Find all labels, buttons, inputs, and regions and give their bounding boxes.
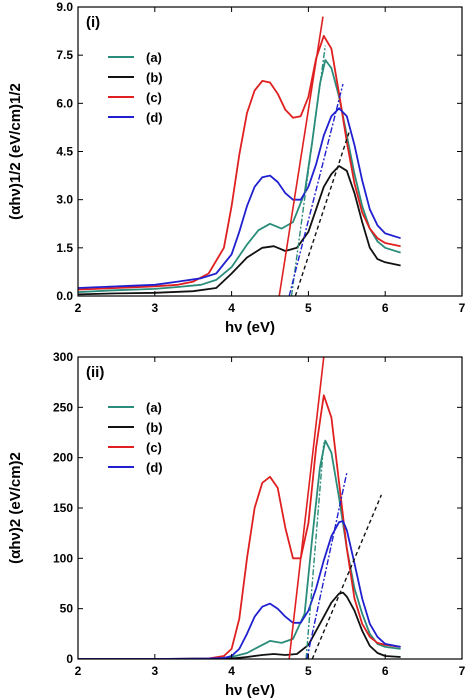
- series-line-1: [78, 439, 401, 659]
- fit-line-4: [294, 132, 350, 296]
- fit-line-1: [288, 357, 325, 659]
- x-axis-title: hν (eV): [225, 319, 275, 336]
- x-tick-label: 5: [305, 301, 312, 315]
- y-tick-label: 200: [53, 451, 73, 465]
- legend: (a) (b) (c) (d): [108, 400, 163, 475]
- x-tick-label: 7: [459, 664, 466, 678]
- panel-label: (ii): [86, 364, 104, 381]
- x-tick-label: 7: [459, 301, 466, 315]
- series-line-4: [78, 107, 401, 289]
- x-tick-label: 2: [75, 664, 82, 678]
- legend-label-2: (b): [146, 420, 163, 435]
- y-axis-title: (αhν)2 (eV/cm)2: [7, 452, 24, 564]
- series-line-3: [78, 394, 401, 659]
- legend-label-1: (a): [146, 50, 162, 65]
- y-tick-label: 0: [66, 652, 73, 666]
- x-tick-label: 6: [382, 664, 389, 678]
- y-tick-label: 9.0: [56, 0, 73, 14]
- series-line-2: [78, 165, 401, 296]
- fit-line-2: [305, 442, 325, 659]
- y-axis-title: (αhν)1/2 (eV/cm)1/2: [7, 83, 24, 220]
- legend: (a) (b) (c) (d): [108, 50, 163, 125]
- legend-label-3: (c): [146, 90, 162, 105]
- fit-line-1: [278, 16, 324, 296]
- y-tick-label: 50: [60, 602, 74, 616]
- x-tick-label: 6: [382, 301, 389, 315]
- x-tick-label: 2: [75, 301, 82, 315]
- panel-label: (i): [86, 14, 100, 31]
- x-tick-label: 5: [305, 664, 312, 678]
- fit-line-4: [311, 494, 383, 659]
- series-line-3: [78, 35, 401, 291]
- y-tick-label: 300: [53, 350, 73, 364]
- x-tick-label: 3: [151, 301, 158, 315]
- legend-label-4: (d): [146, 460, 163, 475]
- y-tick-label: 4.5: [56, 145, 73, 159]
- y-tick-label: 7.5: [56, 48, 73, 62]
- legend-label-3: (c): [146, 440, 162, 455]
- x-tick-label: 4: [228, 301, 235, 315]
- legend-label-4: (d): [146, 110, 163, 125]
- chart-panel-2: 2 3 4 5 6 7 0 50 100 150 200 250 300 hν (eV) (αhν)2 (e…: [7, 350, 466, 699]
- plot-frame: [77, 6, 463, 297]
- x-tick-label: 4: [228, 664, 235, 678]
- plot-frame: [77, 356, 463, 660]
- x-axis-title: hν (eV): [225, 682, 275, 699]
- chart-panel-1: 2 3 4 5 6 7 0.0 1.5 3.0 4.5 6.0 7.5 9.0 hν (eV) (αhν)1…: [7, 0, 466, 336]
- y-tick-label: 150: [53, 501, 73, 515]
- legend-label-1: (a): [146, 400, 162, 415]
- y-tick-label: 100: [53, 551, 73, 565]
- y-tick-label: 0.0: [56, 289, 73, 303]
- y-tick-label: 3.0: [56, 193, 73, 207]
- legend-label-2: (b): [146, 70, 163, 85]
- fit-line-3: [306, 472, 348, 659]
- y-tick-label: 6.0: [56, 96, 73, 110]
- y-tick-label: 250: [53, 400, 73, 414]
- series-line-2: [78, 591, 401, 659]
- fit-line-3: [288, 83, 344, 296]
- x-tick-label: 3: [151, 664, 158, 678]
- y-tick-label: 1.5: [56, 241, 73, 255]
- series-line-4: [78, 520, 401, 659]
- plot-area: [78, 16, 401, 296]
- plot-area: [78, 357, 401, 659]
